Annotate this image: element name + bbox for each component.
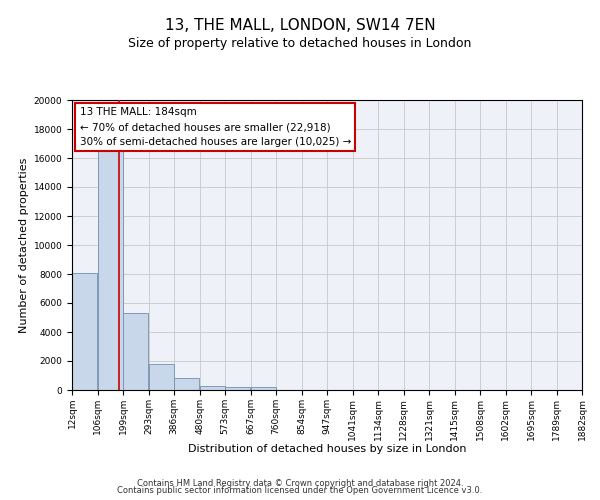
Bar: [98, 151, 123, 390]
Bar: [174, 378, 199, 390]
Bar: [149, 364, 174, 390]
Text: Contains HM Land Registry data © Crown copyright and database right 2024.: Contains HM Land Registry data © Crown c…: [137, 478, 463, 488]
Bar: [251, 387, 276, 390]
X-axis label: Distribution of detached houses by size in London: Distribution of detached houses by size …: [188, 444, 466, 454]
Text: 13, THE MALL, LONDON, SW14 7EN: 13, THE MALL, LONDON, SW14 7EN: [164, 18, 436, 32]
Text: 13 THE MALL: 184sqm
← 70% of detached houses are smaller (22,918)
30% of semi-de: 13 THE MALL: 184sqm ← 70% of detached ho…: [80, 108, 351, 147]
Bar: [72, 272, 97, 390]
Bar: [225, 387, 250, 390]
Text: Contains public sector information licensed under the Open Government Licence v3: Contains public sector information licen…: [118, 486, 482, 495]
Bar: [200, 386, 225, 390]
Y-axis label: Number of detached properties: Number of detached properties: [19, 158, 29, 332]
Text: Size of property relative to detached houses in London: Size of property relative to detached ho…: [128, 38, 472, 51]
Bar: [123, 313, 148, 390]
